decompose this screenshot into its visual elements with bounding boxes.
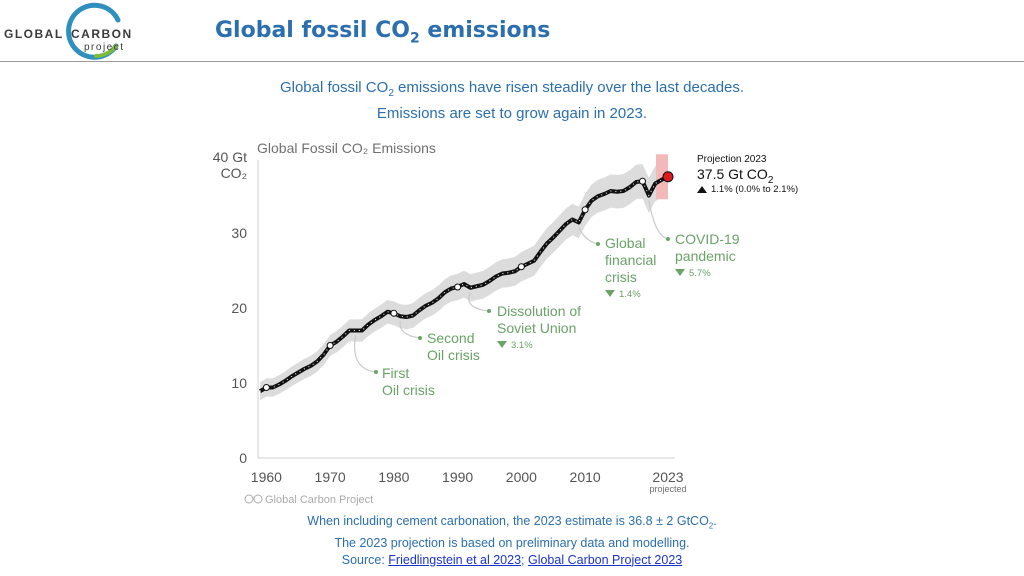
- decade-marker: [454, 283, 462, 291]
- footer-source: Source: Friedlingstein et al 2023; Globa…: [0, 552, 1024, 569]
- logo-text-global: GLOBAL: [4, 27, 64, 41]
- annotation-label: Oil crisis: [427, 347, 480, 363]
- down-triangle-icon: [497, 341, 507, 348]
- y-tick-label: 30: [231, 225, 247, 241]
- emissions-series: [258, 171, 674, 393]
- x-tick-label: 1970: [315, 469, 346, 485]
- annotation-label: financial: [605, 252, 656, 268]
- title-part1: Global fossil CO: [215, 18, 410, 43]
- slide-footer: When including cement carbonation, the 2…: [0, 513, 1024, 569]
- annotation-label: Soviet Union: [497, 320, 576, 336]
- annotation-change: 5.7%: [689, 268, 711, 279]
- footer-line1-subscript: 2: [708, 521, 714, 531]
- y-tick-label: 0: [239, 450, 247, 466]
- chart-credit: Global Carbon Project: [244, 494, 373, 506]
- chart-title: Global Fossil CO₂ Emissions: [257, 140, 436, 156]
- decade-marker: [326, 342, 334, 349]
- annotation-dot: [374, 370, 378, 374]
- slide-header: GLOBAL CARBON project Global fossil CO2 …: [0, 0, 1024, 62]
- source-label: Source:: [341, 552, 389, 567]
- annotation-change: 1.4%: [619, 289, 641, 300]
- footer-line1: When including cement carbonation, the 2…: [0, 513, 1024, 535]
- friedlingstein-link[interactable]: Friedlingstein et al 2023: [388, 552, 522, 567]
- annotation-label: Global: [605, 235, 645, 251]
- x-tick-label: 1990: [442, 469, 473, 485]
- annotation-label: pandemic: [675, 248, 736, 264]
- projection-value-text: 37.5 Gt CO: [697, 166, 768, 182]
- annotation-leader: [468, 292, 490, 312]
- title-subscript: 2: [409, 30, 420, 47]
- projection-value-sub: 2: [768, 175, 774, 186]
- x-tick-label: 1960: [251, 469, 282, 485]
- annotation-change: 3.1%: [511, 340, 533, 351]
- global-carbon-project-logo: GLOBAL CARBON project: [4, 2, 133, 60]
- x-tick-label: 2010: [570, 469, 601, 485]
- annotation-dot: [666, 237, 670, 241]
- projection-point: [662, 171, 674, 183]
- y-unit-bottom: CO₂: [221, 165, 247, 181]
- projection-value: 37.5 Gt CO2: [697, 166, 774, 186]
- decade-marker: [390, 309, 398, 317]
- projection-box: Projection 2023 37.5 Gt CO2 1.1% (0.0% t…: [697, 154, 798, 195]
- credit-text: Global Carbon Project: [265, 494, 373, 506]
- projection-change: 1.1% (0.0% to 2.1%): [711, 184, 798, 195]
- logo-text-project: project: [84, 42, 125, 53]
- decade-marker: [581, 206, 589, 214]
- cc-icon: [244, 494, 254, 504]
- subtitle-line1-part1: Global fossil CO: [279, 79, 389, 96]
- footer-line1-part1: When including cement carbonation, the 2…: [307, 514, 709, 528]
- annotation-dot: [487, 309, 491, 313]
- y-tick-label: 10: [231, 375, 247, 391]
- gcp-link[interactable]: Global Carbon Project 2023: [527, 552, 683, 567]
- annotation-label: crisis: [605, 269, 637, 285]
- x-tick-note: projected: [649, 484, 686, 494]
- subtitle-line1-subscript: 2: [388, 88, 394, 99]
- annotation-leader: [648, 200, 669, 240]
- uncertainty-band: [260, 154, 668, 401]
- annotation-leader: [399, 321, 421, 339]
- decade-marker: [639, 177, 646, 185]
- logo-text-carbon: CARBON: [71, 27, 133, 41]
- logo-circle-icon: [66, 2, 121, 60]
- annotation-leader: [354, 335, 377, 373]
- annotation-dot: [596, 242, 600, 246]
- projection-uncertainty-band: [656, 154, 668, 200]
- projection-label: Projection 2023: [697, 154, 767, 165]
- footer-line1-part2: .: [713, 514, 717, 528]
- down-triangle-icon: [605, 290, 615, 297]
- annotation-label: Dissolution of: [497, 303, 581, 319]
- x-tick-label: 2023: [652, 469, 683, 485]
- annotation-label: First: [382, 365, 409, 381]
- y-tick-label: 20: [231, 300, 247, 316]
- uncertainty-band-area: [260, 158, 668, 401]
- decade-marker: [517, 263, 525, 271]
- y-axis-ticks: 0 10 20 30: [231, 225, 247, 466]
- annotation-leader: [578, 227, 599, 245]
- down-triangle-icon: [675, 269, 685, 276]
- footer-line2: The 2023 projection is based on prelimin…: [334, 535, 690, 550]
- subtitle-line2: Emissions are set to grow again in 2023.: [376, 105, 648, 122]
- slide-subtitle: Global fossil CO2 emissions have risen s…: [0, 78, 1024, 124]
- emissions-line: [258, 174, 669, 393]
- up-triangle-icon: [697, 186, 707, 193]
- title-part2: emissions: [419, 18, 551, 43]
- by-icon: [253, 494, 263, 504]
- header-divider: [0, 61, 1024, 62]
- annotation-label: Oil crisis: [382, 382, 435, 398]
- x-axis-ticks: 1960 1970 1980 1990 2000 2010 2023: [251, 469, 684, 485]
- x-tick-label: 1980: [378, 469, 409, 485]
- x-tick-label: 2000: [506, 469, 537, 485]
- subtitle-line1-part2: emissions have risen steadily over the l…: [393, 79, 745, 96]
- decade-marker: [262, 384, 270, 391]
- y-unit-top: 40 Gt: [213, 149, 247, 165]
- annotation-dot: [418, 336, 422, 340]
- annotation-label: Second: [427, 330, 474, 346]
- page-title: Global fossil CO2 emissions: [215, 18, 550, 46]
- annotation-label: COVID-19: [675, 231, 740, 247]
- source-separator: ;: [521, 552, 528, 567]
- subtitle-line1: Global fossil CO2 emissions have risen s…: [0, 78, 1024, 104]
